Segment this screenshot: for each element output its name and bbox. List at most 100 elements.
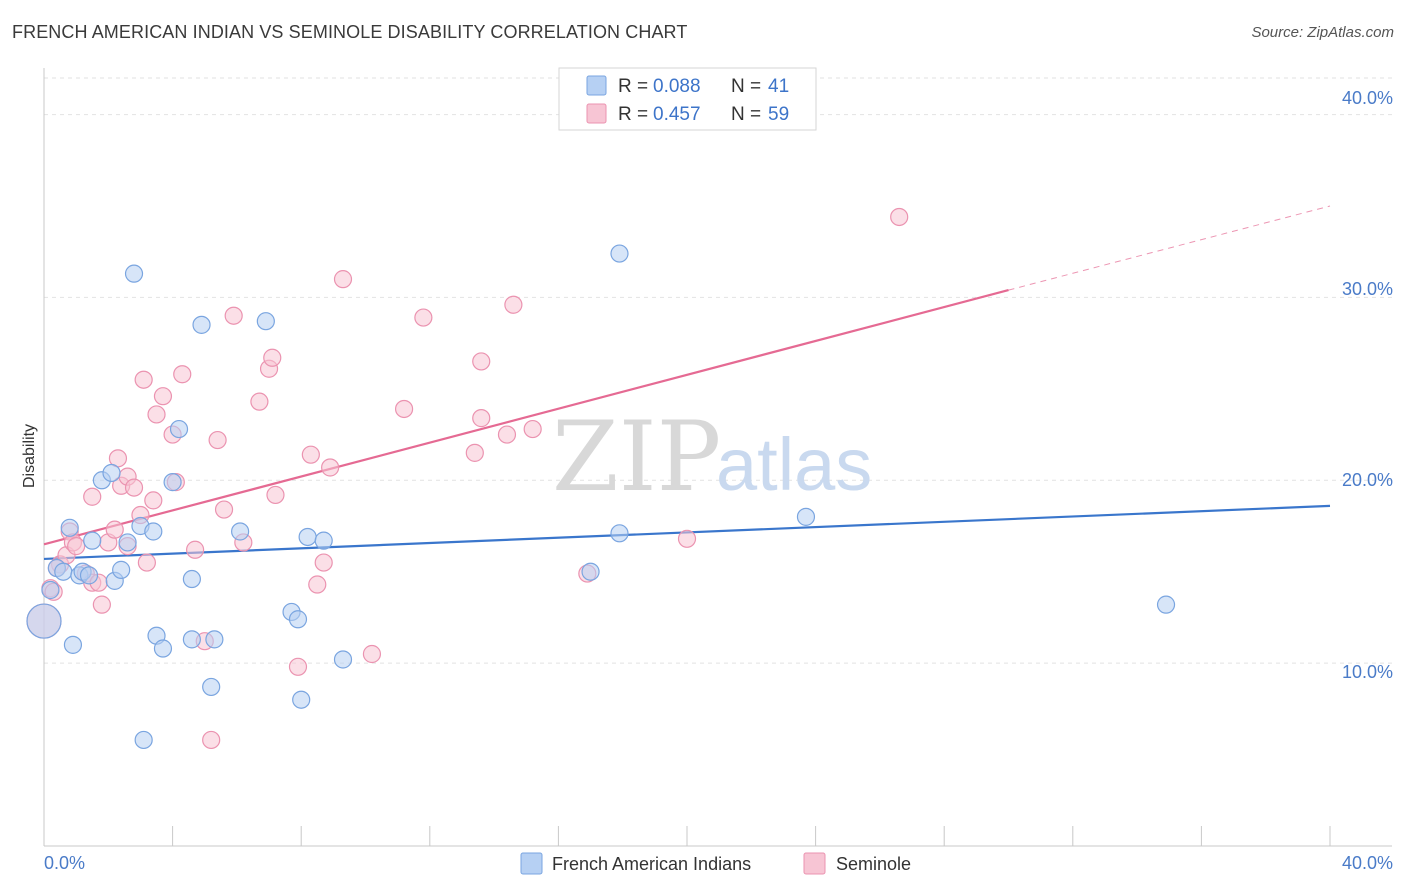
french-american-indian-point	[60, 518, 79, 537]
seminole-point	[301, 445, 320, 464]
french-american-indian-point	[231, 522, 250, 541]
seminole-point	[394, 399, 414, 419]
seminole-point	[173, 365, 192, 384]
french-american-indian-point	[192, 315, 211, 334]
seminole-point	[224, 306, 243, 325]
y-tick-label-10: 10.0%	[1342, 662, 1393, 682]
seminole-point	[134, 370, 153, 389]
y-tick-label-20: 20.0%	[1342, 470, 1393, 490]
legend-n-value-blue: 41	[768, 76, 789, 97]
french-american-indian-point	[610, 524, 629, 543]
seminole-point	[92, 595, 111, 614]
watermark-atlas: atlas	[716, 423, 872, 506]
french-american-indian-points	[26, 244, 1176, 750]
seminole-point	[144, 491, 163, 510]
chart-title: FRENCH AMERICAN INDIAN VS SEMINOLE DISAB…	[12, 22, 688, 42]
seminole-point	[677, 529, 697, 548]
french-american-indian-point	[118, 533, 137, 552]
seminole-point	[288, 657, 308, 676]
y-tick-label-40: 40.0%	[1342, 88, 1393, 108]
y-axis-label: Disability	[21, 424, 38, 488]
french-american-indian-point	[26, 603, 62, 639]
seminole-point	[263, 348, 282, 367]
source-label: Source: ZipAtlas.com	[1251, 24, 1394, 41]
trend-line-pink-solid	[43, 289, 1009, 546]
seminole-point	[214, 500, 234, 519]
seminole-point	[202, 730, 221, 750]
french-american-indian-point	[83, 531, 102, 550]
french-american-indian-point	[1156, 595, 1176, 614]
watermark-zip: ZIP	[552, 401, 721, 513]
seminole-point	[362, 644, 382, 664]
french-american-indian-point	[298, 527, 317, 547]
grid-lines	[44, 77, 1392, 664]
french-american-indian-point	[41, 580, 60, 600]
french-american-indian-point	[124, 264, 144, 283]
seminole-point	[314, 553, 333, 572]
legend-r-value-blue: 0.088	[653, 76, 701, 97]
seminole-point	[504, 295, 523, 314]
french-american-indian-point	[333, 650, 353, 669]
french-american-indian-point	[102, 463, 121, 483]
legend-n-label-blue: N =	[731, 76, 761, 97]
seminole-point	[472, 352, 491, 371]
seminole-point	[67, 537, 86, 556]
seminole-point	[465, 443, 484, 462]
seminole-point	[124, 478, 144, 497]
french-american-indian-point	[144, 522, 163, 541]
seminole-point	[105, 520, 124, 539]
seminole-point	[523, 419, 542, 439]
french-american-indian-point	[292, 690, 311, 709]
legend-n-label-pink: N =	[731, 104, 761, 125]
french-american-indian-point	[610, 244, 629, 263]
french-american-indian-point	[182, 569, 201, 589]
seminole-point	[333, 270, 353, 289]
bottom-legend-swatch-blue	[520, 852, 543, 875]
legend-box: R = 0.088 N = 41 R = 0.457 N = 59	[558, 67, 817, 131]
french-american-indian-point	[205, 630, 224, 649]
french-american-indian-point	[112, 560, 131, 579]
x-tick-label-40: 40.0%	[1342, 853, 1393, 873]
seminole-point	[472, 409, 491, 428]
seminole-point	[890, 207, 909, 227]
y-tick-label-30: 30.0%	[1342, 279, 1393, 299]
bottom-legend: French American Indians Seminole	[520, 852, 911, 875]
legend-swatch-pink	[586, 103, 607, 124]
legend-r-label-pink: R =	[618, 104, 648, 125]
seminole-point	[208, 430, 227, 450]
french-american-indian-point	[63, 635, 83, 654]
trend-line-pink-dashed	[1008, 205, 1331, 291]
x-tick-label-0: 0.0%	[44, 853, 85, 873]
axes	[43, 68, 1392, 847]
french-american-indian-point	[134, 730, 153, 750]
seminole-point	[147, 405, 166, 424]
bottom-legend-label-pink: Seminole	[836, 854, 911, 874]
seminole-point	[137, 553, 156, 572]
seminole-point	[186, 540, 205, 559]
french-american-indian-point	[79, 566, 99, 585]
legend-r-value-pink: 0.457	[653, 104, 701, 125]
french-american-indian-point	[153, 639, 173, 658]
legend-swatch-blue	[586, 75, 607, 96]
french-american-indian-point	[288, 610, 308, 629]
seminole-point	[153, 387, 173, 406]
french-american-indian-point	[163, 473, 182, 492]
legend-r-label-blue: R =	[618, 76, 648, 97]
bottom-legend-label-blue: French American Indians	[552, 854, 751, 874]
french-american-indian-point	[169, 419, 189, 439]
seminole-point	[414, 308, 433, 327]
seminole-point	[321, 458, 340, 477]
seminole-point	[308, 575, 327, 594]
seminole-point	[266, 485, 285, 505]
seminole-point	[83, 487, 102, 506]
french-american-indian-point	[256, 312, 275, 331]
french-american-indian-point	[202, 677, 221, 697]
french-american-indian-point	[182, 630, 201, 649]
legend-n-value-pink: 59	[768, 104, 789, 125]
french-american-indian-point	[54, 562, 73, 581]
seminole-point	[497, 425, 517, 444]
seminole-point	[250, 392, 269, 411]
french-american-indian-point	[581, 562, 600, 581]
french-american-indian-point	[314, 531, 333, 550]
